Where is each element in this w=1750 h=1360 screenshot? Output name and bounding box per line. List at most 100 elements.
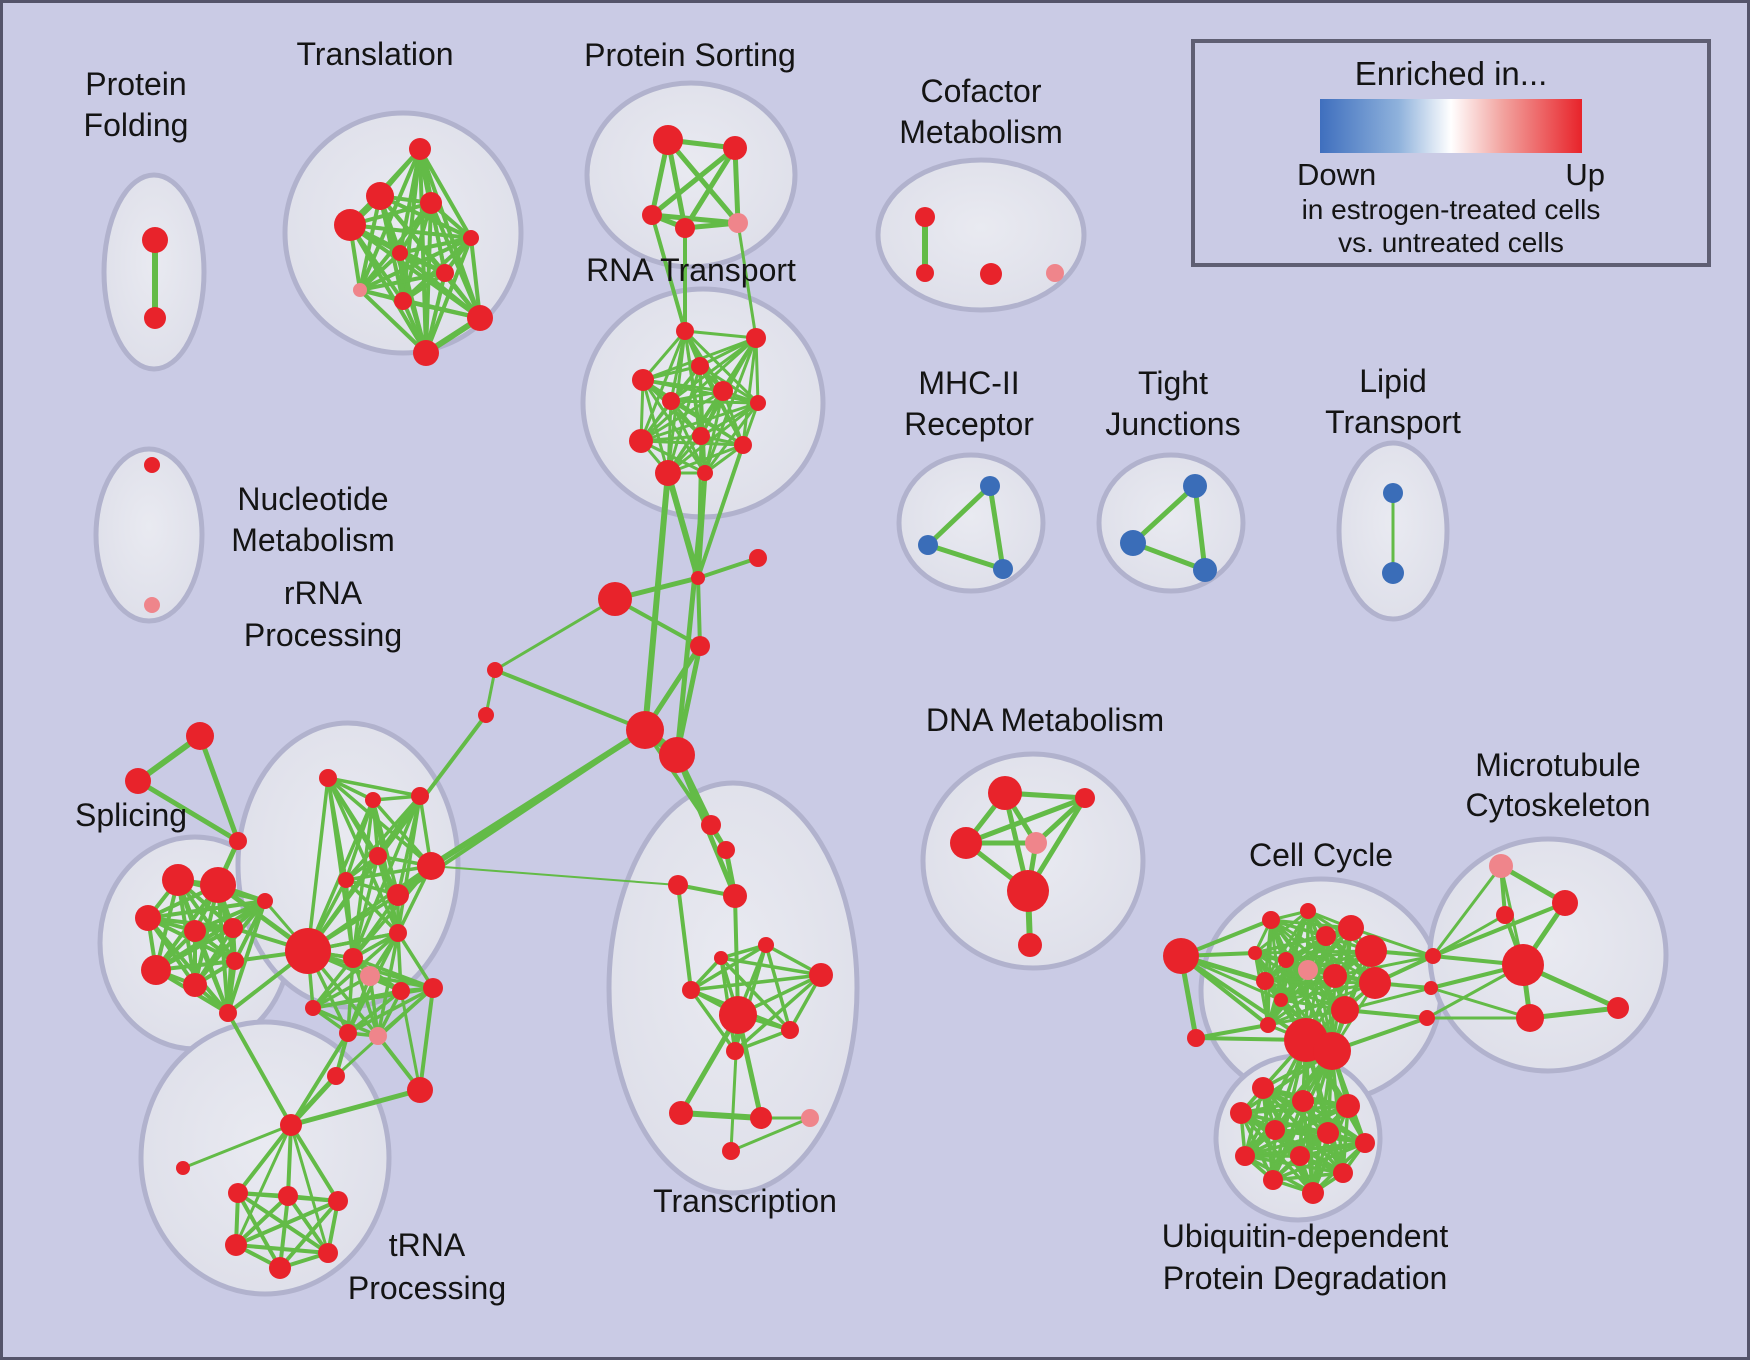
gene-set-node-rt7 [750, 395, 766, 411]
network-edge [649, 145, 738, 218]
gene-set-node-ub8 [1235, 1146, 1255, 1166]
network-edge [674, 643, 703, 758]
gene-set-node-cc7 [1278, 952, 1294, 968]
gene-set-node-tp2 [228, 1183, 248, 1203]
network-edge [1271, 1049, 1334, 1182]
gene-set-node-lt2 [1382, 562, 1404, 584]
network-edge [729, 1013, 740, 1153]
network-edge [1333, 954, 1435, 978]
network-edge [1304, 1038, 1315, 1195]
network-edge [1349, 926, 1435, 958]
cluster-ellipse-mhc-ii-receptor [896, 452, 1046, 594]
gene-set-node-tx12 [669, 1101, 693, 1125]
gene-set-node-cc10 [1323, 964, 1347, 988]
network-edge [1266, 974, 1337, 1027]
gene-set-node-tx3 [668, 875, 688, 895]
gene-set-node-ps3 [642, 205, 662, 225]
gene-set-node-mc4 [1502, 944, 1544, 986]
gene-set-node-mh2 [918, 535, 938, 555]
gene-set-node-dm4 [1025, 832, 1047, 854]
gene-set-node-rt3 [691, 357, 709, 375]
gene-set-node-rr7 [417, 852, 445, 880]
gene-set-node-mh3 [993, 559, 1013, 579]
gene-set-node-sp4 [184, 920, 206, 942]
network-edge [344, 864, 433, 882]
network-edge [234, 1199, 340, 1247]
gene-set-node-rr8b [369, 1027, 387, 1045]
network-edge [669, 336, 758, 403]
cluster-label-protein-folding: Protein [85, 66, 186, 102]
gene-set-node-tx4 [723, 884, 747, 908]
cluster-label-trna-processing: Processing [348, 1270, 506, 1306]
gene-set-node-dm3 [950, 827, 982, 859]
network-edge [306, 864, 433, 953]
cluster-label-nucleotide-metabolism: Nucleotide [237, 481, 388, 517]
gene-set-node-cc2 [1300, 903, 1316, 919]
network-edge [696, 556, 760, 580]
network-edge [429, 201, 447, 275]
gene-set-node-rr1 [319, 769, 337, 787]
gene-set-node-rt4 [632, 369, 654, 391]
network-edge [639, 336, 758, 443]
gene-set-node-tx2 [717, 841, 735, 859]
gene-set-node-ub4 [1230, 1102, 1252, 1124]
gene-set-node-tp4 [328, 1191, 348, 1211]
gene-set-node-cf3 [980, 263, 1002, 285]
gene-set-node-mcc1 [1425, 948, 1441, 964]
network-edge [311, 1006, 380, 1038]
gene-set-node-ub10 [1263, 1170, 1283, 1190]
gene-set-node-cc11 [1359, 967, 1391, 999]
gene-set-node-cc1 [1262, 911, 1280, 929]
gene-set-node-mh1 [980, 476, 1000, 496]
gene-set-node-ub6 [1317, 1122, 1339, 1144]
gene-set-node-rt1 [676, 322, 694, 340]
cluster-label-dna-metabolism: DNA Metabolism [926, 702, 1164, 738]
network-edge [641, 378, 707, 475]
gene-set-node-t11 [413, 340, 439, 366]
gene-set-node-ccH2 [1313, 1032, 1351, 1070]
network-edge [399, 989, 422, 1092]
network-edge [1192, 483, 1208, 573]
gene-set-node-tx11 [726, 1042, 744, 1060]
legend-downup-row: Down Up [1297, 157, 1605, 193]
network-edge [424, 271, 447, 355]
cluster-label-ubiquitin-degradation: Ubiquitin-dependent [1162, 1218, 1449, 1254]
network-edge [665, 137, 741, 226]
network-edge [1431, 913, 1507, 958]
gene-set-node-sp6 [257, 893, 273, 909]
cluster-label-microtubule-cytoskeleton: Cytoskeleton [1466, 787, 1651, 823]
network-edge [665, 470, 701, 581]
network-edge [326, 776, 400, 935]
gene-set-node-nm2 [144, 597, 160, 613]
network-edge [639, 401, 760, 443]
network-edge [351, 794, 422, 960]
gene-set-node-cc6 [1248, 946, 1262, 960]
network-edge [358, 194, 382, 292]
gene-set-node-dm2 [1075, 788, 1095, 808]
gene-set-node-cc9 [1256, 972, 1274, 990]
cluster-label-protein-sorting: Protein Sorting [584, 37, 796, 73]
network-edge [733, 973, 823, 1053]
network-edge [963, 795, 1088, 846]
gene-set-node-sp8 [183, 973, 207, 997]
network-edge [306, 713, 488, 953]
gene-set-node-mc5 [1516, 1004, 1544, 1032]
gene-set-node-rr15 [327, 1067, 345, 1085]
gene-set-node-t8 [353, 283, 367, 297]
network-edge [649, 212, 741, 226]
network-edge [674, 470, 708, 758]
gene-set-node-cc5 [1355, 935, 1387, 967]
gene-set-node-sp10 [219, 1004, 237, 1022]
network-edge [696, 576, 702, 648]
network-edge [689, 988, 737, 1053]
gene-set-node-cc12 [1274, 993, 1288, 1007]
gene-set-node-tx6 [714, 951, 728, 965]
network-svg: Protein Folding Translation Protein Sorting… [75, 36, 1669, 1306]
gene-set-node-rt8 [629, 429, 653, 453]
network-edge [1253, 949, 1373, 955]
gene-set-node-ub9 [1290, 1146, 1310, 1166]
gene-set-node-rr4 [369, 847, 387, 865]
gene-set-node-tx15 [722, 1142, 740, 1160]
gene-set-node-rr11 [392, 982, 410, 1000]
gene-set-node-rt10 [734, 436, 752, 454]
